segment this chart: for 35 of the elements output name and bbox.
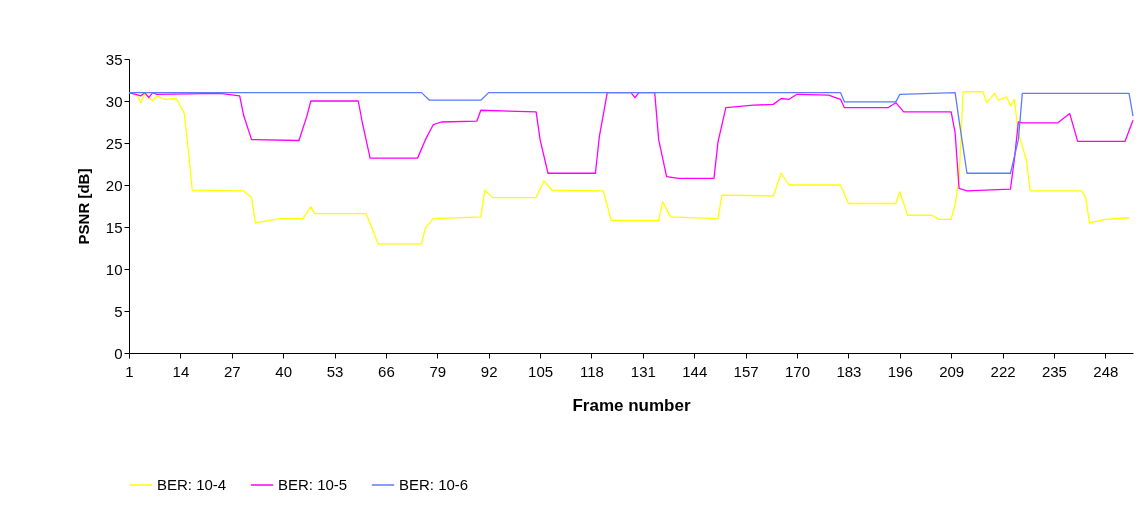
x-tick-label: 105 xyxy=(528,362,554,380)
x-tick-label: 118 xyxy=(580,362,604,380)
x-tick-label: 170 xyxy=(785,362,811,380)
x-tick-label: 157 xyxy=(733,362,759,380)
x-tick-label: 144 xyxy=(682,362,708,380)
x-tick-label: 196 xyxy=(887,362,913,380)
line-series xyxy=(128,91,1134,192)
legend-label: BER: 10-6 xyxy=(399,476,469,493)
x-tick-label: 183 xyxy=(836,362,862,380)
x-tick-label: 40 xyxy=(275,362,292,380)
x-axis-title: Frame number xyxy=(572,395,691,415)
y-tick-label: 25 xyxy=(105,134,123,152)
y-tick-label: 35 xyxy=(105,50,123,68)
x-tick-label: 235 xyxy=(1041,362,1067,380)
legend-label: BER: 10-4 xyxy=(157,476,227,493)
legend-label: BER: 10-5 xyxy=(278,476,348,493)
y-axis-title: PSNR [dB] xyxy=(74,168,92,245)
x-tick-label: 79 xyxy=(429,362,447,380)
x-tick-label: 222 xyxy=(990,362,1016,380)
x-tick-label: 131 xyxy=(630,362,656,380)
x-tick-label: 209 xyxy=(939,362,965,380)
x-tick-label: 14 xyxy=(172,362,190,380)
y-tick-label: 20 xyxy=(105,176,123,194)
y-tick-label: 15 xyxy=(105,218,123,236)
x-tick-label: 66 xyxy=(378,362,395,380)
line-series xyxy=(128,91,1134,174)
x-tick-label: 1 xyxy=(125,362,134,380)
y-tick-label: 10 xyxy=(105,260,123,278)
x-tick-label: 92 xyxy=(480,362,498,380)
y-tick-label: 0 xyxy=(114,344,123,362)
y-tick-label: 30 xyxy=(105,92,123,110)
x-tick-label: 248 xyxy=(1093,362,1119,380)
x-tick-label: 53 xyxy=(326,362,344,380)
y-tick-label: 5 xyxy=(114,302,123,320)
x-tick-label: 27 xyxy=(223,362,241,380)
